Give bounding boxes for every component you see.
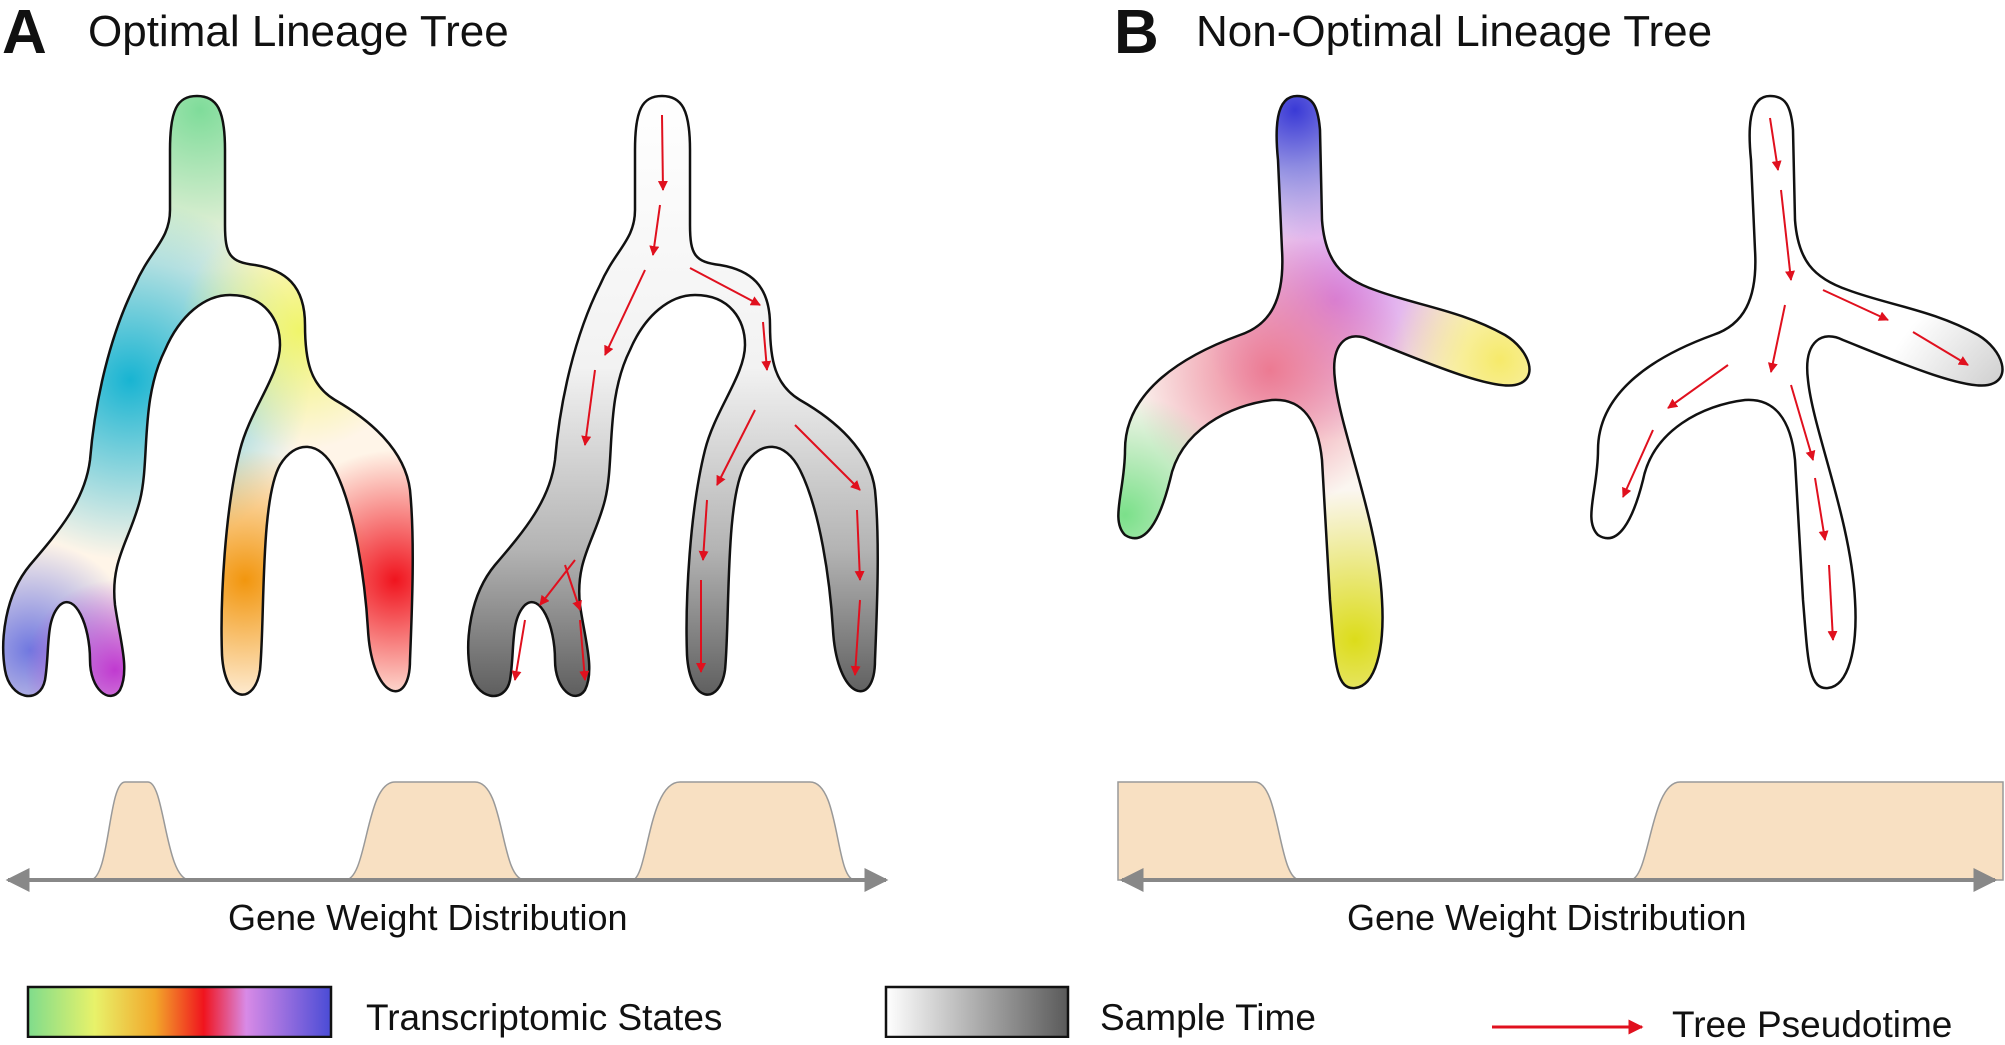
non-optimal-tree-time	[1590, 94, 2004, 690]
panel-a-title: Optimal Lineage Tree	[88, 7, 509, 56]
axis-label-a: Gene Weight Distribution	[228, 897, 628, 938]
optimal-tree-states	[2, 94, 414, 698]
optimal-tree-time	[467, 94, 879, 698]
axis-label-b: Gene Weight Distribution	[1347, 897, 1747, 938]
legend-pseudotime-label: Tree Pseudotime	[1672, 1004, 1953, 1045]
legend-time-label: Sample Time	[1100, 997, 1316, 1038]
panel-b-letter: B	[1114, 0, 1159, 67]
distribution-b	[1117, 781, 2004, 892]
panel-a-letter: A	[2, 0, 47, 67]
legend-states-label: Transcriptomic States	[366, 997, 723, 1038]
non-optimal-tree-states	[1117, 94, 1531, 690]
distribution-a	[5, 781, 889, 892]
legend-time-swatch	[884, 985, 1070, 1038]
panel-b-title: Non-Optimal Lineage Tree	[1196, 7, 1713, 56]
legend-states-swatch	[26, 985, 333, 1038]
